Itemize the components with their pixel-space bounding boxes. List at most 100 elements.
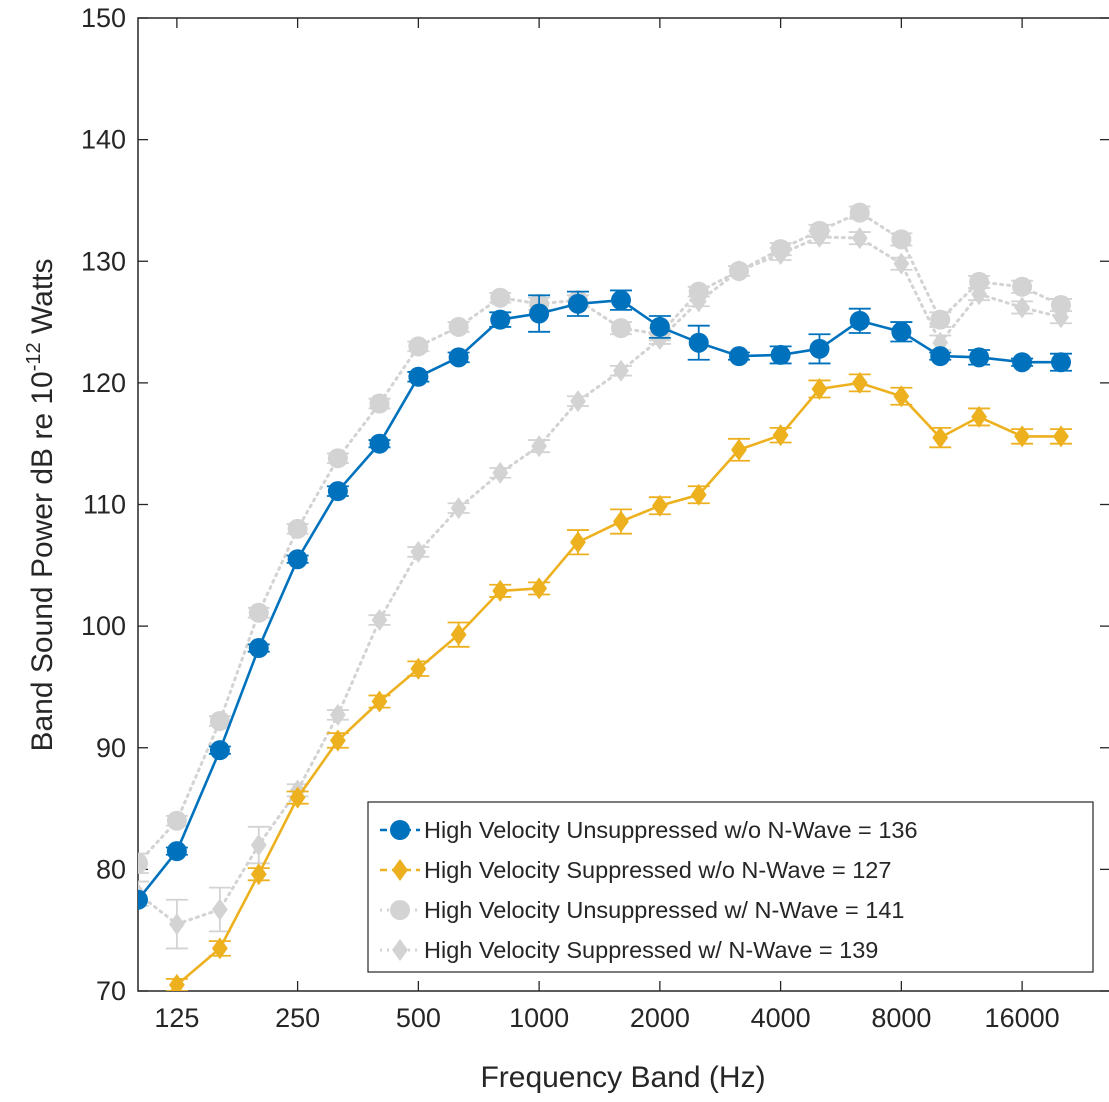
data-point [649, 316, 670, 337]
y-axis-label-prefix: Band Sound Power dB re 10 [26, 371, 59, 751]
data-point [1053, 425, 1069, 448]
data-point [770, 344, 791, 365]
x-tick-label: 16000 [985, 1003, 1060, 1033]
data-point [1050, 352, 1071, 373]
legend-marker [390, 820, 410, 840]
data-point [250, 834, 267, 857]
axis-ticks: 70 80 90 100 110 120 130 140 150 125 250 500 1000 200… [81, 3, 1109, 1033]
data-point [891, 229, 912, 250]
data-point [327, 448, 348, 469]
legend-label: High Velocity Unsuppressed w/o N-Wave = … [424, 817, 918, 843]
data-point [1014, 296, 1031, 319]
data-point [849, 310, 870, 331]
data-point [851, 227, 868, 250]
data-point [490, 309, 511, 330]
y-tick-label: 70 [96, 976, 126, 1006]
y-axis-label-superscript: -12 [23, 342, 45, 371]
y-tick-label: 150 [81, 3, 126, 33]
data-point [932, 426, 949, 449]
data-point [248, 638, 269, 659]
data-point [651, 494, 668, 517]
data-point [490, 287, 511, 308]
data-point [329, 703, 346, 726]
data-point [690, 290, 707, 313]
data-point [851, 371, 868, 394]
legend-label: High Velocity Suppressed w/ N-Wave = 139 [424, 937, 878, 963]
data-point [971, 283, 988, 306]
data-point [731, 438, 747, 461]
data-point [811, 225, 828, 248]
x-tick-label: 1000 [509, 1003, 569, 1033]
data-point [448, 316, 469, 337]
data-point [613, 510, 629, 533]
data-point [450, 623, 467, 646]
legend-label: High Velocity Unsuppressed w/ N-Wave = 1… [424, 897, 904, 923]
data-point [209, 710, 230, 731]
legend-marker [392, 859, 408, 881]
legend: High Velocity Unsuppressed w/o N-Wave = … [367, 801, 1094, 973]
data-point [166, 810, 187, 831]
legend-marker [392, 939, 408, 961]
x-tick-label: 250 [275, 1003, 320, 1033]
data-point [168, 913, 185, 936]
data-point [1012, 276, 1033, 297]
data-point [408, 336, 429, 357]
data-point [450, 497, 467, 520]
series-layer [138, 202, 1072, 991]
data-point [410, 657, 427, 680]
data-point [371, 609, 388, 632]
data-point [731, 259, 747, 282]
legend-box [367, 801, 1094, 973]
data-point [728, 346, 749, 367]
data-point [849, 202, 870, 223]
y-tick-label: 140 [81, 125, 126, 155]
data-point [567, 293, 588, 314]
legend-marker [390, 900, 410, 920]
data-point [410, 540, 427, 563]
x-tick-label: 125 [154, 1003, 199, 1033]
data-point [448, 347, 469, 368]
data-point [809, 338, 830, 359]
data-point [211, 898, 228, 921]
data-point [1012, 352, 1033, 373]
y-tick-label: 90 [96, 733, 126, 763]
y-tick-label: 110 [83, 490, 126, 520]
data-point [613, 359, 629, 382]
data-point [688, 332, 709, 353]
data-point [1014, 425, 1031, 448]
data-point [610, 290, 631, 311]
data-point [529, 303, 550, 324]
series-1 [138, 289, 1072, 910]
data-point [772, 424, 789, 447]
data-point [492, 461, 509, 484]
data-point [570, 390, 586, 413]
data-point [138, 889, 148, 910]
x-tick-label: 4000 [751, 1003, 811, 1033]
data-point [930, 346, 951, 367]
data-point [166, 841, 187, 862]
data-point [930, 309, 951, 330]
data-point [248, 602, 269, 623]
y-axis-label: Band Sound Power dB re 10-12 Watts [23, 258, 59, 751]
data-point [811, 377, 828, 400]
data-point [287, 549, 308, 570]
data-point [211, 937, 228, 960]
data-point [531, 577, 548, 600]
x-tick-label: 8000 [871, 1003, 931, 1033]
legend-label: High Velocity Suppressed w/o N-Wave = 12… [424, 857, 891, 883]
y-tick-label: 120 [81, 368, 126, 398]
data-point [369, 433, 390, 454]
data-point [209, 740, 230, 761]
data-point [891, 321, 912, 342]
data-point [570, 531, 586, 554]
y-axis-label-suffix: Watts [26, 258, 59, 342]
data-point [168, 973, 185, 991]
data-point [369, 393, 390, 414]
data-point [371, 690, 388, 713]
series-line [169, 381, 1063, 991]
x-axis-label: Frequency Band (Hz) [480, 1061, 765, 1094]
y-tick-label: 80 [96, 854, 126, 884]
data-point [531, 435, 548, 458]
